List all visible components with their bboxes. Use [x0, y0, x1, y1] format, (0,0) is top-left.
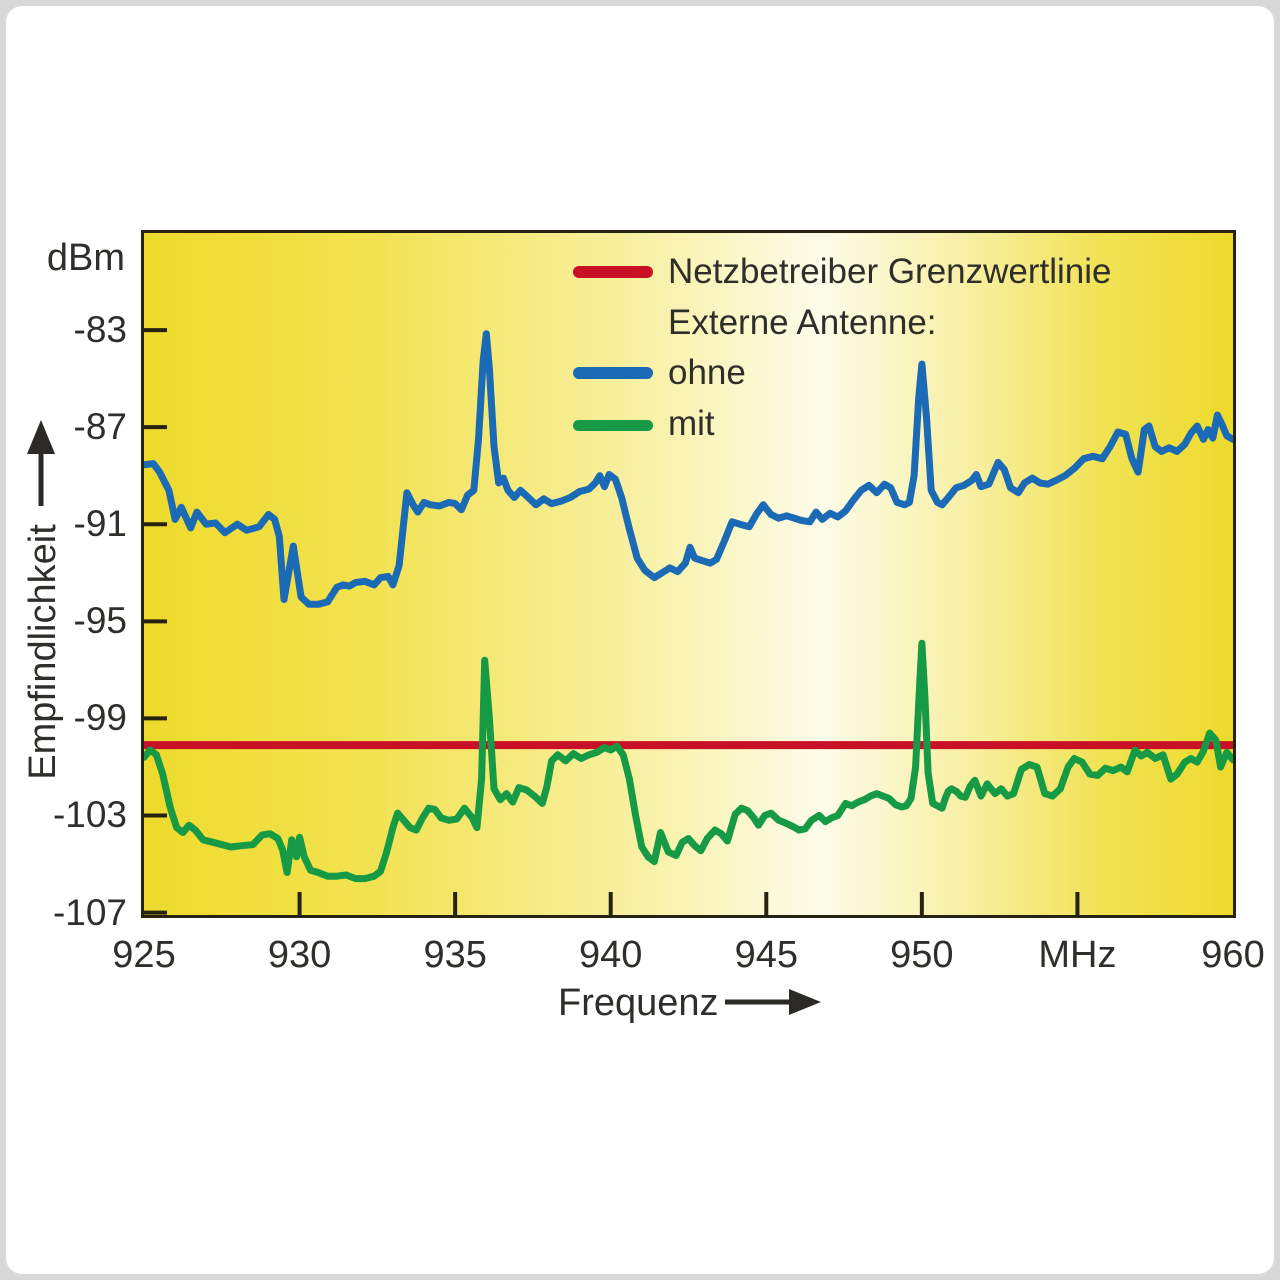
x-tick-label: 960 [1201, 934, 1265, 976]
legend-limit-line-label: Netzbetreiber Grenzwertlinie [668, 252, 1112, 291]
x-tick-label: 935 [423, 934, 487, 976]
x-axis-tick-labels: 925 930 935 940 945 950 MHz 960 [112, 921, 1264, 976]
legend-ohne-label: ohne [668, 353, 746, 392]
legend-limit-line-swatch [573, 266, 653, 278]
y-tick-label: -99 [73, 697, 127, 739]
x-axis-arrow-icon [725, 989, 821, 1015]
y-tick-label: -87 [73, 406, 127, 448]
legend-group-label: Externe Antenne: [668, 303, 937, 342]
y-tick-label: -103 [52, 794, 127, 836]
plot-background [144, 233, 1233, 915]
y-tick-label: -107 [52, 891, 127, 933]
x-tick-label: MHz [1038, 934, 1117, 976]
plot-area [141, 230, 1236, 918]
legend-mit-label: mit [668, 404, 715, 443]
x-tick-label: 925 [112, 934, 176, 976]
chart-canvas [144, 233, 1233, 915]
x-axis-title: Frequenz [558, 982, 719, 1024]
x-tick-label: 945 [734, 934, 798, 976]
x-tick-label: 930 [267, 934, 332, 976]
y-axis-arrow-icon [27, 420, 55, 506]
y-tick-label: -95 [73, 600, 127, 642]
x-tick-label: 940 [579, 934, 643, 976]
y-axis-tick-labels: -83 -87 -91 -95 -99 -103 -107 [0, 230, 131, 932]
y-axis-unit-label: dBm [46, 237, 126, 279]
series-mit-line [144, 639, 1233, 883]
y-tick-label: -83 [73, 309, 127, 351]
x-tick-label: 950 [890, 934, 954, 976]
y-tick-label: -91 [73, 503, 127, 545]
legend-ohne-swatch [573, 367, 653, 379]
axis-ticks [144, 328, 1080, 915]
series-ohne-line [144, 330, 1233, 608]
legend-mit-swatch [573, 420, 653, 431]
